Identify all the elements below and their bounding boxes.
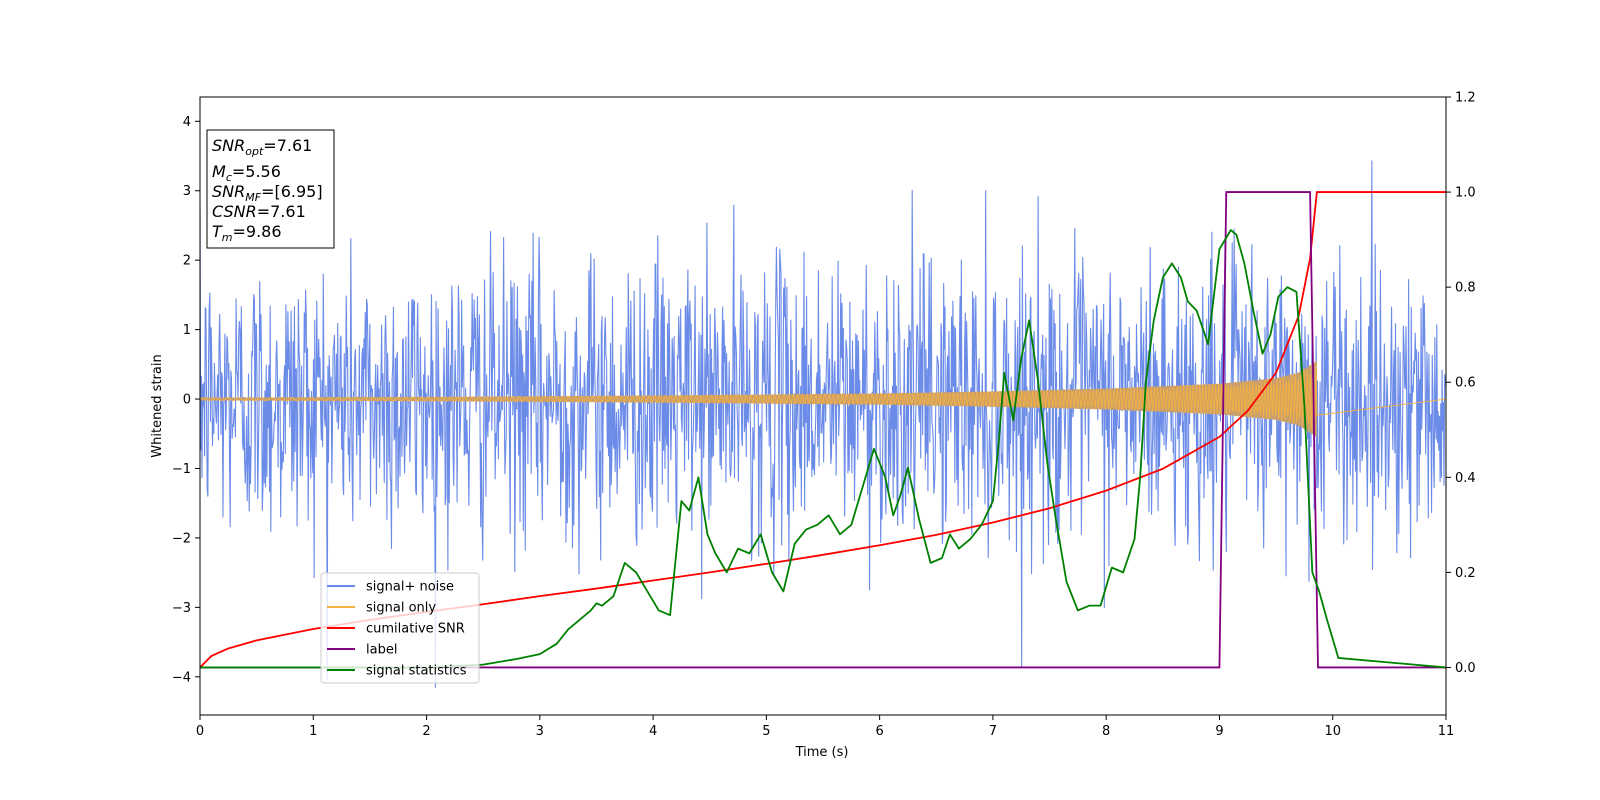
y2-tick-label: 1.2 <box>1455 91 1476 106</box>
y2-tick-label: 0.4 <box>1455 471 1476 486</box>
series-line-label <box>200 191 1446 669</box>
y-tick-label: 2 <box>183 254 191 269</box>
x-axis-label: Time (s) <box>795 745 849 760</box>
annotation-box: SNRopt=7.61 Mc=5.56SNRMF=[6.95]CSNR=7.61T… <box>206 129 335 249</box>
x-tick-label: 7 <box>989 724 997 739</box>
x-tick-label: 9 <box>1215 724 1223 739</box>
legend: signal+ noise signal only cumilative SNR la… <box>320 572 480 684</box>
annotation-line: SNRMF=[6.95] <box>212 182 323 204</box>
x-tick-label: 1 <box>309 724 317 739</box>
x-tick-label: 2 <box>422 724 430 739</box>
x-tick-label: 11 <box>1438 724 1455 739</box>
series-line-signal-noise <box>200 160 1446 688</box>
y-tick-label: −2 <box>172 531 191 546</box>
legend-label: signal only <box>366 601 436 616</box>
y-tick-label: −3 <box>172 601 191 616</box>
y-tick-label: 0 <box>183 393 191 408</box>
x-tick-label: 8 <box>1102 724 1110 739</box>
y2-tick-label: 0.0 <box>1455 661 1476 676</box>
y-axis-right: 0.0 0.2 0.4 0.6 0.8 1.0 1.2 <box>1446 91 1476 676</box>
x-axis: 0 1 2 3 4 5 6 7 8 9 10 11 <box>196 715 1454 739</box>
x-tick-label: 5 <box>762 724 770 739</box>
y-tick-label: −4 <box>172 670 191 685</box>
x-tick-label: 10 <box>1324 724 1341 739</box>
y-axis-left: −4 −3 −2 −1 0 1 2 3 4 <box>172 115 200 685</box>
legend-label: label <box>366 643 397 658</box>
legend-label: cumilative SNR <box>366 622 465 637</box>
legend-label: signal statistics <box>366 664 467 679</box>
x-tick-label: 3 <box>536 724 544 739</box>
series-fill-signal-only <box>200 360 1317 438</box>
legend-label: signal+ noise <box>366 580 454 595</box>
legend-frame <box>320 572 480 684</box>
annotation-line: Mc=5.56 <box>212 162 281 184</box>
x-tick-label: 6 <box>875 724 883 739</box>
annotation-line: Tm=9.86 <box>212 222 282 244</box>
y-tick-label: 4 <box>183 115 191 130</box>
annotation-frame <box>206 129 335 249</box>
y2-tick-label: 0.2 <box>1455 566 1476 581</box>
x-tick-label: 4 <box>649 724 657 739</box>
annotation-line: SNRopt=7.61 <box>212 136 312 158</box>
y2-tick-label: 1.0 <box>1455 186 1476 201</box>
y2-tick-label: 0.6 <box>1455 376 1476 391</box>
y2-tick-label: 0.8 <box>1455 281 1476 296</box>
y-tick-label: 1 <box>183 323 191 338</box>
annotation-line: CSNR=7.61 <box>212 202 306 221</box>
y-tick-label: 3 <box>183 184 191 199</box>
x-tick-label: 0 <box>196 724 204 739</box>
plot-frame <box>199 96 1447 716</box>
y-axis-label: Whitened strain <box>150 354 165 457</box>
series-line-signal-only <box>200 363 1446 436</box>
y-tick-label: −1 <box>172 462 191 477</box>
series-line-signal-statistics <box>200 229 1446 669</box>
